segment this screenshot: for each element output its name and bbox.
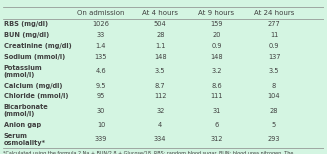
- Text: 1026: 1026: [93, 21, 110, 27]
- Text: At 9 hours: At 9 hours: [198, 10, 234, 16]
- Text: 504: 504: [154, 21, 167, 27]
- Text: At 4 hours: At 4 hours: [142, 10, 178, 16]
- Text: 1.4: 1.4: [96, 43, 106, 49]
- Text: Serum
osmolality*: Serum osmolality*: [4, 133, 46, 146]
- Text: 9.5: 9.5: [96, 83, 106, 89]
- Text: 334: 334: [154, 136, 166, 142]
- Text: Creatinine (mg/dl): Creatinine (mg/dl): [4, 43, 71, 49]
- Text: 28: 28: [270, 108, 278, 114]
- Text: 28: 28: [156, 32, 164, 38]
- Text: Sodium (mmol/l): Sodium (mmol/l): [4, 54, 65, 60]
- Text: 339: 339: [95, 136, 107, 142]
- Text: 3.2: 3.2: [211, 68, 222, 74]
- Text: 1.1: 1.1: [155, 43, 165, 49]
- Text: 4.6: 4.6: [96, 68, 106, 74]
- Text: 148: 148: [154, 54, 167, 60]
- Text: 312: 312: [210, 136, 223, 142]
- Text: 5: 5: [272, 122, 276, 128]
- Text: *Calculated using the formula 2 Na + BUN/2.8 + Glucose/18. RBS; random blood sug: *Calculated using the formula 2 Na + BUN…: [3, 151, 294, 154]
- Text: 6: 6: [214, 122, 218, 128]
- Text: 111: 111: [210, 93, 223, 99]
- Text: 10: 10: [97, 122, 105, 128]
- Text: Calcium (mg/dl): Calcium (mg/dl): [4, 83, 62, 89]
- Text: 277: 277: [268, 21, 281, 27]
- Text: BUN (mg/dl): BUN (mg/dl): [4, 32, 49, 38]
- Text: At 24 hours: At 24 hours: [254, 10, 294, 16]
- Text: 95: 95: [97, 93, 105, 99]
- Text: 8: 8: [272, 83, 276, 89]
- Text: 3.5: 3.5: [155, 68, 165, 74]
- Text: 33: 33: [97, 32, 105, 38]
- Text: 8.6: 8.6: [211, 83, 222, 89]
- Text: 3.5: 3.5: [269, 68, 279, 74]
- Text: 30: 30: [97, 108, 105, 114]
- Text: 148: 148: [210, 54, 223, 60]
- Text: 135: 135: [95, 54, 107, 60]
- Text: 20: 20: [212, 32, 221, 38]
- Text: Potassium
(mmol/l): Potassium (mmol/l): [4, 65, 42, 78]
- Text: 137: 137: [268, 54, 280, 60]
- Text: Anion gap: Anion gap: [4, 122, 41, 128]
- Text: RBS (mg/dl): RBS (mg/dl): [4, 21, 48, 27]
- Text: 11: 11: [270, 32, 278, 38]
- Text: Chloride (mmol/l): Chloride (mmol/l): [4, 93, 68, 99]
- Text: 4: 4: [158, 122, 163, 128]
- Text: Bicarbonate
(mmol/l): Bicarbonate (mmol/l): [4, 104, 48, 117]
- Text: 293: 293: [268, 136, 280, 142]
- Text: 0.9: 0.9: [269, 43, 279, 49]
- Text: 112: 112: [154, 93, 166, 99]
- Text: 31: 31: [212, 108, 220, 114]
- Text: On admission: On admission: [77, 10, 125, 16]
- Text: 8.7: 8.7: [155, 83, 165, 89]
- Text: 0.9: 0.9: [211, 43, 222, 49]
- Text: 104: 104: [268, 93, 280, 99]
- Text: 32: 32: [156, 108, 164, 114]
- Text: 159: 159: [210, 21, 223, 27]
